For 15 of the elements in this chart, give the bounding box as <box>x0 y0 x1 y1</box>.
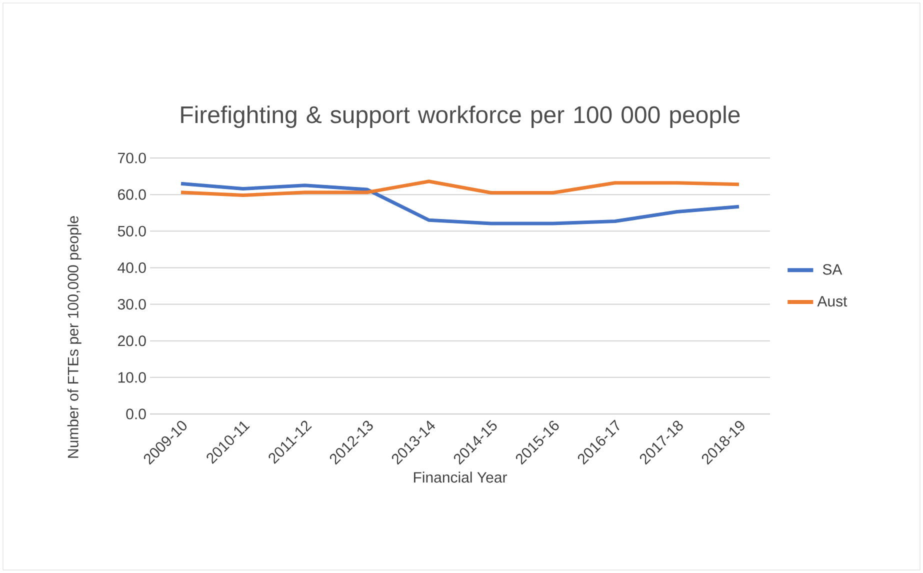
x-axis-title: Financial Year <box>414 472 507 483</box>
line-series <box>179 182 741 226</box>
y-tick-label: 20.0 <box>118 336 146 346</box>
y-tick-label: 0.0 <box>126 408 146 420</box>
legend-label: Aust <box>817 296 848 307</box>
y-axis-title: Number of FTEs per 100,000 people <box>67 216 82 458</box>
y-tick-label: 50.0 <box>118 226 146 236</box>
line-series <box>179 180 741 198</box>
y-tick-label: 30.0 <box>118 298 146 310</box>
legend-label: SA <box>822 264 842 275</box>
y-tick-label: 60.0 <box>118 189 146 200</box>
y-tick-label: 10.0 <box>118 372 146 383</box>
chart-title: Firefighting & support workforce per 100 000 people <box>181 106 740 128</box>
y-tick-label: 40.0 <box>118 262 146 274</box>
y-tick-label: 70.0 <box>118 152 146 164</box>
